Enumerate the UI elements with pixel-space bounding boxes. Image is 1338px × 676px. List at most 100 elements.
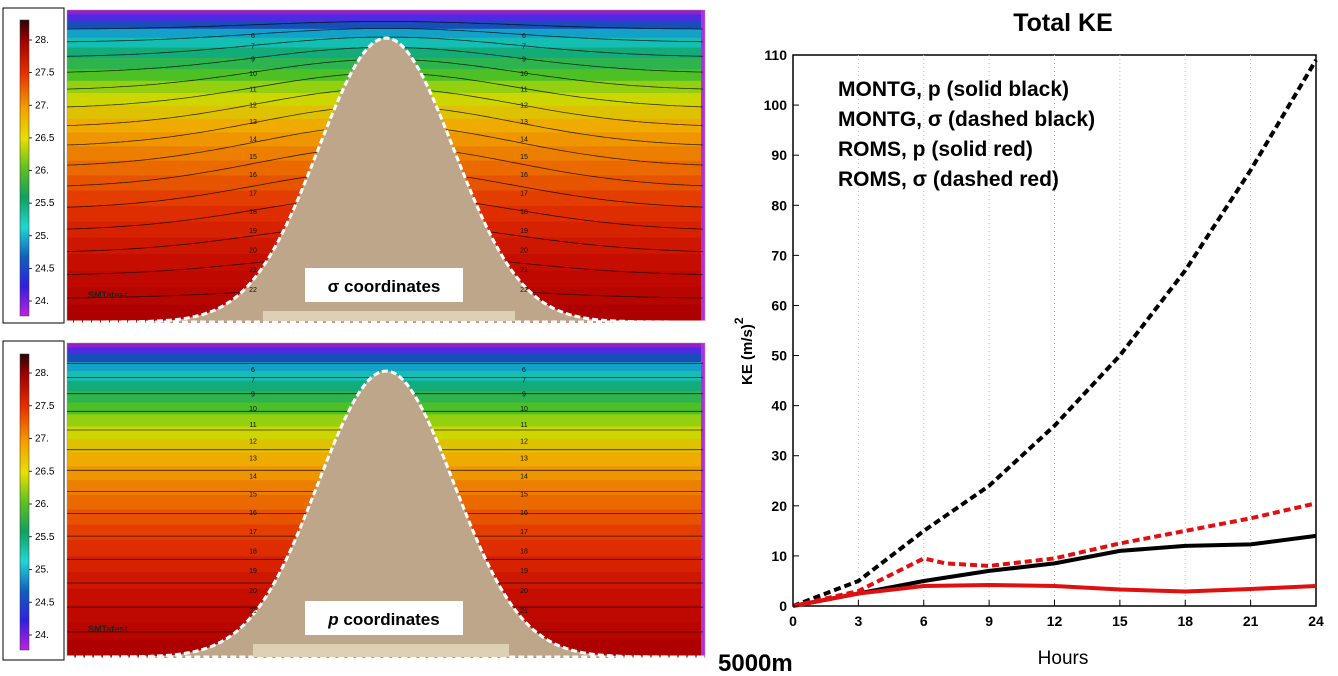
colorbar-tick-label: 25. bbox=[35, 231, 49, 242]
annotation-prefix: p bbox=[327, 610, 338, 629]
field-band bbox=[67, 343, 705, 348]
y-axis-label: KE (m/s)2 bbox=[732, 317, 756, 385]
contour-label-left: 14 bbox=[249, 473, 257, 480]
field-band bbox=[67, 347, 705, 355]
contour-label-left: 17 bbox=[249, 529, 257, 536]
contour-label-right: 10 bbox=[520, 406, 528, 413]
run-label: SMTatest bbox=[88, 624, 127, 634]
contour-label-left: 20 bbox=[249, 248, 257, 255]
contour-label-right: 15 bbox=[520, 154, 528, 161]
field-edge bbox=[701, 343, 705, 657]
contour-label-right: 13 bbox=[520, 119, 528, 126]
contour-label-right: 10 bbox=[520, 71, 528, 78]
y-tick-label: 80 bbox=[771, 197, 787, 213]
contour-labels: 6 7 9 10 11 12 13 14 15 16 17 18 19 20 21 22 6 7 9 10 11 12 13… bbox=[249, 33, 528, 294]
contour-label-right: 7 bbox=[522, 378, 526, 385]
contour-label-right: 17 bbox=[520, 529, 528, 536]
contour-label-left: 16 bbox=[249, 510, 257, 517]
colorbar-tick-label: 28. bbox=[35, 35, 49, 46]
contour-label-left: 12 bbox=[249, 103, 257, 110]
contour-label-right: 12 bbox=[520, 439, 528, 446]
x-axis-label: Hours bbox=[1038, 648, 1089, 669]
sigma-panel: 28. 27.5 27. 26.5 26. 25.5 25. 24.5 24. 6 7 9 10 11 1… bbox=[2, 7, 706, 324]
colorbar bbox=[19, 353, 30, 651]
contour-label-left: 19 bbox=[249, 568, 257, 575]
seamount-base bbox=[253, 644, 509, 657]
colorbar-tick-label: 25. bbox=[35, 565, 49, 576]
contour-label-left: 13 bbox=[249, 456, 257, 463]
contour-label-right: 11 bbox=[520, 86, 527, 93]
colorbar-tick-label: 25.5 bbox=[35, 198, 55, 209]
colorbar-tick-label: 26. bbox=[35, 499, 49, 510]
x-tick-label: 6 bbox=[920, 613, 928, 629]
x-ticks: 0 3 6 9 12 15 18 21 24 bbox=[789, 600, 1324, 629]
annotation-box bbox=[305, 268, 463, 302]
seamount bbox=[67, 369, 705, 659]
y-tick-label: 30 bbox=[771, 448, 787, 464]
contour-label-right: 13 bbox=[520, 456, 528, 463]
contour-label-left: 19 bbox=[249, 228, 257, 235]
contour-label-left: 6 bbox=[251, 367, 255, 374]
y-tick-label: 10 bbox=[771, 548, 787, 564]
contour-labels: 6 7 9 10 11 12 13 14 15 16 17 18 19 20 21 6 7 9 10 11 12 13 14… bbox=[249, 367, 528, 615]
y-tick-label: 100 bbox=[764, 97, 788, 113]
contour-label-right: 22 bbox=[520, 287, 528, 294]
contour-label-right: 14 bbox=[520, 136, 528, 143]
contour-label-left: 11 bbox=[249, 422, 256, 429]
y-tick-label: 110 bbox=[764, 47, 787, 63]
legend: MONTG, p (solid black) MONTG, σ (dashed b… bbox=[838, 78, 1095, 191]
contour-label-left: 15 bbox=[249, 492, 257, 499]
contour-label-right: 21 bbox=[520, 608, 528, 615]
contour-label-left: 9 bbox=[251, 391, 255, 398]
y-tick-label: 50 bbox=[771, 348, 787, 364]
contour-label-left: 11 bbox=[249, 86, 256, 93]
colorbar-tick-label: 25.5 bbox=[35, 532, 55, 543]
contour-label-left: 18 bbox=[249, 548, 257, 555]
colorbar-tick-label: 27.5 bbox=[35, 401, 55, 412]
x-tick-label: 15 bbox=[1112, 613, 1128, 629]
contour-label-left: 21 bbox=[249, 267, 257, 274]
colorbar-tick-label: 24. bbox=[35, 296, 49, 307]
y-ticks: 0 10 20 30 40 50 60 70 80 90 100 110 bbox=[764, 47, 799, 614]
contour-label-left: 21 bbox=[249, 608, 257, 615]
contour-label-left: 10 bbox=[249, 71, 257, 78]
ke-line-chart: Total KE 0 3 6 9 12 15 18 21 24 0 10 20 30 40 50 60 70 8… bbox=[732, 9, 1324, 669]
field-band bbox=[67, 14, 705, 22]
contour-label-right: 14 bbox=[520, 473, 528, 480]
annotation-label: p coordinates bbox=[327, 610, 439, 629]
contour-label-right: 16 bbox=[520, 172, 528, 179]
contour-line bbox=[66, 28, 704, 43]
field-band bbox=[67, 10, 705, 15]
contour-label-right: 16 bbox=[520, 510, 528, 517]
field-edge bbox=[701, 10, 705, 322]
contour-label-left: 13 bbox=[249, 119, 257, 126]
colorbar-tick-label: 27. bbox=[35, 434, 49, 445]
contour-label-right: 21 bbox=[520, 267, 528, 274]
annotation-label: σ coordinates bbox=[328, 277, 441, 296]
colorbar-frame bbox=[2, 7, 65, 324]
x-tick-label: 0 bbox=[789, 613, 797, 629]
colorbar-ticks: 28. 27.5 27. 26.5 26. 25.5 25. 24.5 24. bbox=[29, 368, 55, 641]
field-band bbox=[67, 28, 705, 39]
field-band bbox=[67, 354, 705, 363]
seamount-base bbox=[263, 311, 515, 321]
contour-label-right: 15 bbox=[520, 492, 528, 499]
contour-label-left: 7 bbox=[251, 43, 255, 50]
legend-entry: MONTG, p (solid black) bbox=[838, 78, 1069, 101]
series-group bbox=[792, 58, 1318, 608]
colorbar-tick-label: 27.5 bbox=[35, 68, 55, 79]
contour-label-left: 16 bbox=[249, 172, 257, 179]
field-band bbox=[67, 20, 705, 30]
y-axis-label-text: KE (m/s) bbox=[739, 324, 756, 385]
colorbar-tick-label: 26. bbox=[35, 166, 49, 177]
seamount bbox=[67, 36, 705, 324]
contour-label-left: 18 bbox=[249, 209, 257, 216]
contour-label-left: 10 bbox=[249, 406, 257, 413]
legend-entry: MONTG, σ (dashed black) bbox=[838, 108, 1095, 131]
series-line-4 bbox=[792, 501, 1317, 608]
contour-label-right: 19 bbox=[520, 568, 528, 575]
colorbar-tick-label: 24.5 bbox=[35, 263, 55, 274]
colorbar-tick-label: 26.5 bbox=[35, 466, 55, 477]
run-label: SMTatest bbox=[88, 290, 127, 300]
